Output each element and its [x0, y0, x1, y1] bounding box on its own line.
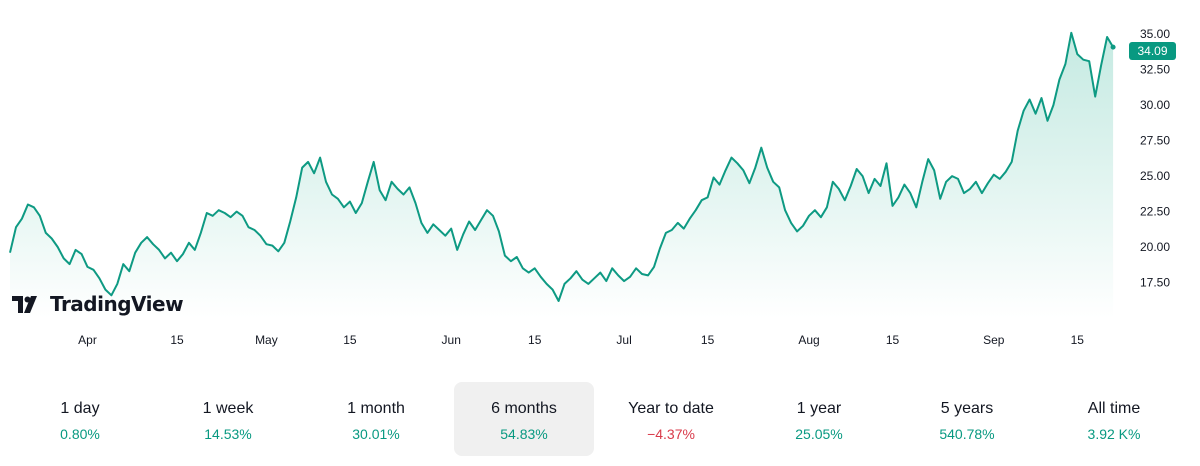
- x-tick-label: 15: [170, 333, 184, 347]
- last-price-label: 34.09: [1129, 42, 1176, 60]
- x-tick-label: Aug: [798, 333, 819, 347]
- y-tick-label: 25.00: [1140, 169, 1170, 183]
- period-label: 6 months: [491, 400, 557, 417]
- x-axis: Apr 15 May 15 Jun 15 Jul 15 Aug 15 Sep 15: [78, 333, 1084, 347]
- period-year-to-date[interactable]: Year to date −4.37%: [601, 382, 741, 456]
- y-tick-label: 22.50: [1140, 205, 1170, 219]
- period-change: 30.01%: [352, 426, 400, 442]
- area-layer: [10, 32, 1114, 319]
- period-1-month[interactable]: 1 month 30.01%: [306, 382, 446, 456]
- x-tick-label: May: [255, 333, 278, 347]
- period-6-months[interactable]: 6 months 54.83%: [454, 382, 594, 456]
- period-label: 1 day: [60, 400, 100, 417]
- y-tick-label: 20.00: [1140, 240, 1170, 254]
- period-1-year[interactable]: 1 year 25.05%: [749, 382, 889, 456]
- x-tick-label: Jul: [616, 333, 631, 347]
- period-change: 54.83%: [500, 426, 548, 442]
- price-line: [9, 31, 1114, 302]
- tradingview-logo-icon: [12, 296, 37, 313]
- period-label: 1 month: [347, 400, 405, 417]
- x-tick-label: 15: [343, 333, 357, 347]
- x-tick-label: Apr: [78, 333, 97, 347]
- period-label: Year to date: [628, 400, 714, 417]
- x-tick-label: 15: [1071, 333, 1085, 347]
- y-tick-label: 30.00: [1140, 98, 1170, 112]
- last-price-marker: [1110, 44, 1116, 50]
- y-tick-label: 32.50: [1140, 63, 1170, 77]
- y-tick-label: 17.50: [1140, 276, 1170, 290]
- marker-layer: [1110, 44, 1116, 50]
- period-1-day[interactable]: 1 day 0.80%: [10, 382, 150, 456]
- x-tick-label: 15: [886, 333, 900, 347]
- x-tick-label: 15: [701, 333, 715, 347]
- x-tick-label: Jun: [442, 333, 461, 347]
- y-axis: 17.50 20.00 22.50 25.00 27.50 30.00 32.50 35.00: [1140, 27, 1170, 289]
- period-change: −4.37%: [647, 426, 695, 442]
- period-change: 0.80%: [60, 426, 100, 442]
- period-all-time[interactable]: All time 3.92 K%: [1044, 382, 1184, 456]
- period-change: 14.53%: [204, 426, 252, 442]
- line-layer: [9, 31, 1114, 302]
- tradingview-logo[interactable]: TradingView: [12, 292, 184, 316]
- period-5-years[interactable]: 5 years 540.78%: [897, 382, 1037, 456]
- period-change: 3.92 K%: [1087, 426, 1141, 442]
- period-label: 1 week: [202, 400, 254, 417]
- period-change: 25.05%: [795, 426, 843, 442]
- period-label: All time: [1087, 400, 1141, 417]
- y-tick-label: 35.00: [1140, 27, 1170, 41]
- y-tick-label: 27.50: [1140, 134, 1170, 148]
- period-label: 1 year: [796, 400, 842, 417]
- chart-canvas[interactable]: 17.50 20.00 22.50 25.00 27.50 30.00 32.50 35.00…: [0, 0, 1200, 360]
- period-label: 5 years: [940, 400, 994, 417]
- price-area: [10, 32, 1114, 319]
- period-selector: 1 day 0.80% 1 week 14.53% 1 month 30.01%…: [0, 380, 1200, 460]
- x-tick-label: Sep: [983, 333, 1005, 347]
- period-1-week[interactable]: 1 week 14.53%: [158, 382, 298, 456]
- logo-text: TradingView: [50, 292, 184, 316]
- price-chart[interactable]: 17.50 20.00 22.50 25.00 27.50 30.00 32.50 35.00…: [0, 0, 1200, 360]
- period-change: 540.78%: [939, 426, 995, 442]
- x-tick-label: 15: [528, 333, 542, 347]
